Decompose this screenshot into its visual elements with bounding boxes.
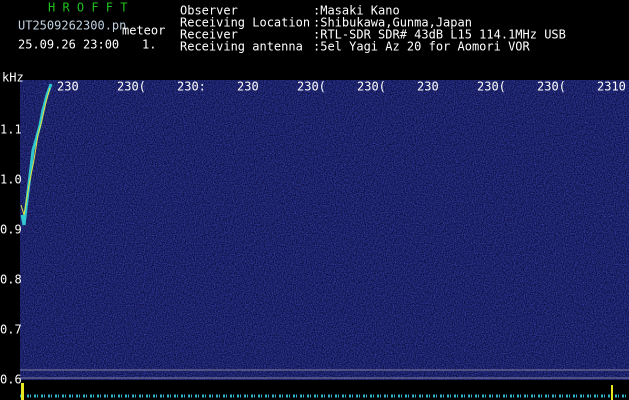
info-label: Receiving Location (180, 16, 310, 30)
axis-unit: kHz (2, 71, 24, 85)
y-tick-label: 0.9 (0, 223, 22, 237)
x-tick-label: 230( (117, 80, 146, 94)
info-label: Receiver (180, 28, 238, 42)
x-tick-label: 230: (177, 80, 206, 94)
mode: meteor (122, 24, 165, 38)
meteor-trace (20, 83, 53, 226)
y-tick-label: 0.7 (0, 323, 22, 337)
x-tick-label: 230 (57, 80, 79, 94)
x-tick-label: 230( (357, 80, 386, 94)
count: 1. (142, 38, 156, 52)
info-value: :Shibukawa,Gunma,Japan (313, 16, 472, 30)
file-name: UT2509262300.pn (18, 19, 126, 33)
x-tick-label: 2310 (597, 80, 626, 94)
y-tick-label: 1.1 (0, 123, 22, 137)
x-tick-label: 230 (417, 80, 439, 94)
y-tick-label: 1.0 (0, 173, 22, 187)
axes: 1.1 1.0 0.9 0.8 0.7 0.6 230 230( 230: 230 230( 230(… (0, 80, 626, 387)
level-peak (21, 383, 24, 400)
x-tick-label: 230( (477, 80, 506, 94)
datetime: 25.09.26 23:00 (18, 38, 119, 52)
x-tick-label: 230 (237, 80, 259, 94)
level-peak (611, 385, 613, 400)
info-value: :RTL-SDR SDR# 43dB L15 114.1MHz USB (313, 28, 566, 42)
info-value: :Masaki Kano (313, 4, 400, 18)
spectrogram-noise (20, 80, 629, 380)
app-title: H R O F F T (48, 1, 127, 15)
info-label: Observer (180, 4, 238, 18)
info-value: :5el Yagi Az 20 for Aomori VOR (313, 40, 531, 54)
meteor-core (20, 87, 51, 216)
info-label: Receiving antenna (180, 40, 303, 54)
y-tick-label: 0.6 (0, 373, 22, 387)
x-tick-label: 230( (297, 80, 326, 94)
y-tick-label: 0.8 (0, 273, 22, 287)
x-tick-label: 230( (537, 80, 566, 94)
